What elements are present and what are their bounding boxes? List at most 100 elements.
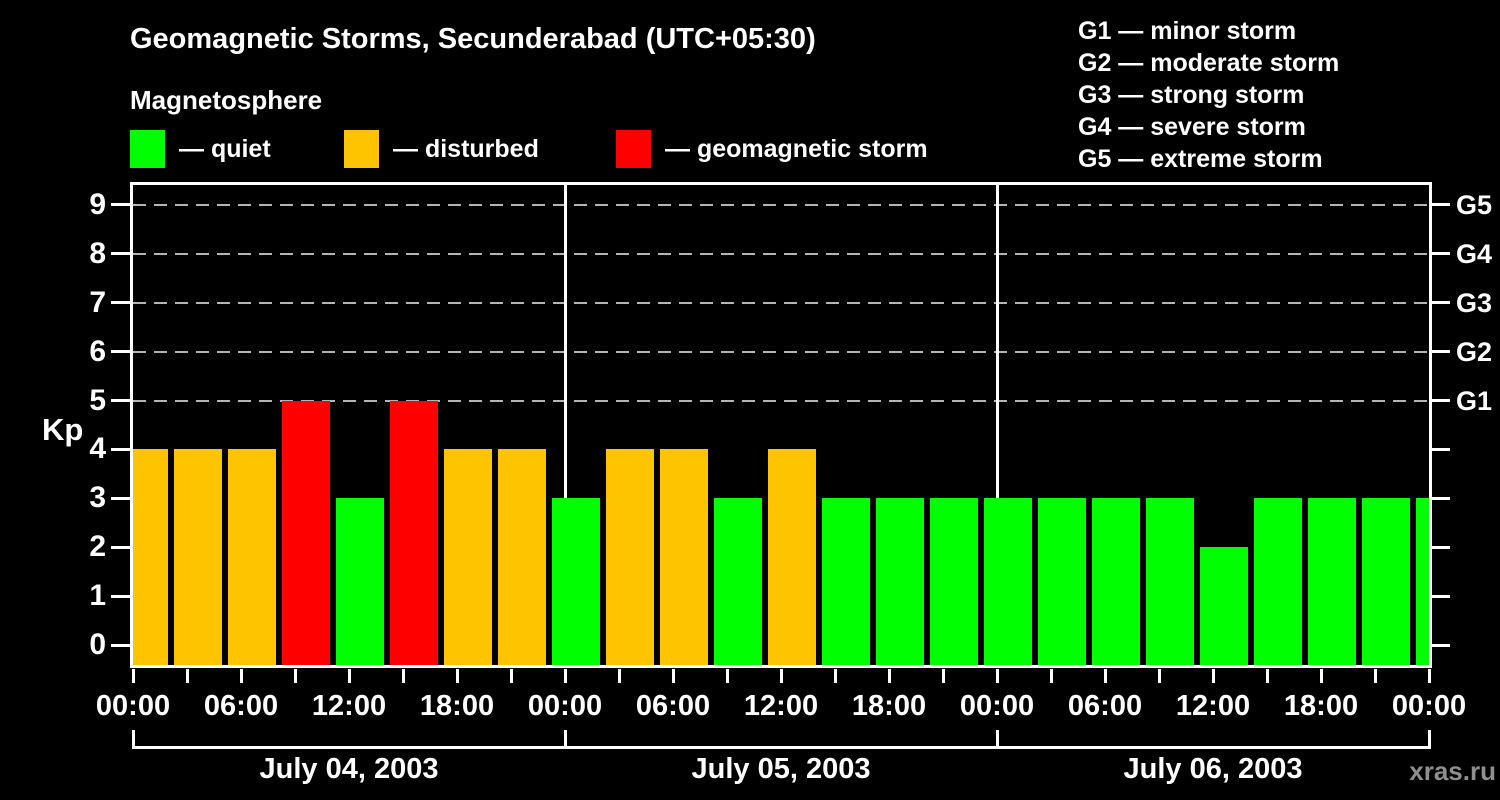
y-axis-label: 3 <box>89 481 106 515</box>
x-axis-time-label: 06:00 <box>203 690 279 722</box>
x-axis-tick <box>131 669 135 683</box>
legend-label-storm: — geomagnetic storm <box>665 134 928 163</box>
storm-scale-g4: G4 — severe storm <box>1078 113 1306 141</box>
x-axis-tick <box>1103 669 1107 683</box>
kp-bar <box>228 449 276 665</box>
kp-bar <box>822 498 870 665</box>
x-axis-tick <box>239 669 243 683</box>
x-axis-time-label: 00:00 <box>959 690 1035 722</box>
kp-bar <box>876 498 924 665</box>
x-axis-tick <box>617 669 621 683</box>
right-axis-tick <box>1429 252 1450 256</box>
legend-item-disturbed: — disturbed <box>344 130 539 168</box>
x-axis-tick <box>347 669 351 683</box>
x-axis-tick <box>995 669 999 683</box>
kp-bar <box>444 449 492 665</box>
watermark: xras.ru <box>1409 756 1496 786</box>
kp-bar <box>1200 547 1248 665</box>
x-axis-time-label: 12:00 <box>311 690 387 722</box>
kp-bar <box>174 449 222 665</box>
plot-area <box>133 185 1429 665</box>
x-axis-time-label: 18:00 <box>851 690 927 722</box>
y-axis-label: 0 <box>89 628 106 661</box>
x-axis-tick <box>671 669 675 683</box>
kp-bar <box>1308 498 1356 665</box>
kp-bar <box>930 498 978 665</box>
x-axis-time-label: 00:00 <box>527 690 603 722</box>
storm-color-swatch <box>616 130 651 168</box>
date-label: July 06, 2003 <box>1123 753 1303 785</box>
legend-item-storm: — geomagnetic storm <box>616 130 928 168</box>
kp-bar <box>1146 498 1194 665</box>
day-separator <box>995 185 999 665</box>
kp-bar <box>660 449 708 665</box>
y-axis-label: 1 <box>89 579 106 613</box>
x-axis-tick <box>509 669 513 683</box>
kp-bar <box>552 498 600 665</box>
x-axis-tick <box>833 669 837 683</box>
right-axis-label-g5: G5 <box>1456 189 1493 220</box>
storm-scale-g2: G2 — moderate storm <box>1078 49 1340 77</box>
gridline-kp6 <box>133 350 1429 353</box>
gridline-kp7 <box>133 301 1429 304</box>
x-axis-tick <box>455 669 459 683</box>
x-axis-tick <box>725 669 729 683</box>
y-axis-label: 2 <box>89 530 106 564</box>
x-axis-tick <box>401 669 405 683</box>
disturbed-color-swatch <box>344 130 379 168</box>
right-axis-tick <box>1429 350 1450 354</box>
x-axis-tick <box>1373 669 1377 683</box>
legend-item-quiet: — quiet <box>130 130 271 168</box>
date-bracket-tick <box>131 730 135 749</box>
y-axis-label: 7 <box>89 285 106 319</box>
right-axis-tick <box>1429 643 1450 647</box>
kp-bar <box>1362 498 1410 665</box>
date-label: July 05, 2003 <box>691 753 871 785</box>
y-axis-label: 8 <box>89 236 106 270</box>
right-axis-label-g1: G1 <box>1456 385 1493 416</box>
x-axis-tick <box>1049 669 1053 683</box>
kp-bar <box>984 498 1032 665</box>
gridline-kp8 <box>133 252 1429 255</box>
kp-bar <box>714 498 762 665</box>
date-bracket-tick <box>995 730 999 749</box>
y-axis-label: 9 <box>89 187 106 221</box>
right-axis-tick <box>1429 203 1450 207</box>
x-axis-tick <box>1265 669 1269 683</box>
date-bracket-tick <box>1427 730 1431 749</box>
page-title: Geomagnetic Storms, Secunderabad (UTC+05… <box>130 23 816 55</box>
right-axis-tick <box>1429 545 1450 549</box>
x-axis-time-label: 06:00 <box>635 690 711 722</box>
day-separator <box>563 185 567 665</box>
subtitle-magnetosphere: Magnetosphere <box>130 85 323 115</box>
kp-bar <box>1416 498 1429 665</box>
x-axis-time-label: 00:00 <box>1391 690 1467 722</box>
quiet-color-swatch <box>130 130 165 168</box>
storm-scale-legend: G1 — minor storm G2 — moderate storm G3 … <box>1078 15 1339 175</box>
x-axis-tick <box>1427 669 1431 683</box>
kp-bar <box>606 449 654 665</box>
date-bracket-line <box>133 746 1429 749</box>
right-axis-tick <box>1429 301 1450 305</box>
y-axis-label: 6 <box>89 334 106 368</box>
right-axis-label-g4: G4 <box>1456 238 1493 269</box>
x-axis-time-label: 12:00 <box>1175 690 1251 722</box>
kp-bar <box>498 449 546 665</box>
x-axis-time-label: 06:00 <box>1067 690 1143 722</box>
x-axis-time-label: 18:00 <box>419 690 495 722</box>
right-axis-label-g3: G3 <box>1456 287 1493 318</box>
x-axis-tick <box>1211 669 1215 683</box>
date-bracket-tick <box>563 730 567 749</box>
kp-bar <box>282 400 330 665</box>
right-axis-tick <box>1429 447 1450 451</box>
legend-label-quiet: — quiet <box>179 134 271 163</box>
kp-bar <box>1038 498 1086 665</box>
storm-scale-g1: G1 — minor storm <box>1078 17 1297 45</box>
x-axis-tick <box>563 669 567 683</box>
right-axis-tick <box>1429 496 1450 500</box>
x-axis-tick <box>185 669 189 683</box>
kp-bar <box>133 449 168 665</box>
x-axis-time-label: 00:00 <box>95 690 171 722</box>
y-axis-title-kp: Kp <box>42 412 84 447</box>
storm-scale-g5: G5 — extreme storm <box>1078 145 1323 173</box>
